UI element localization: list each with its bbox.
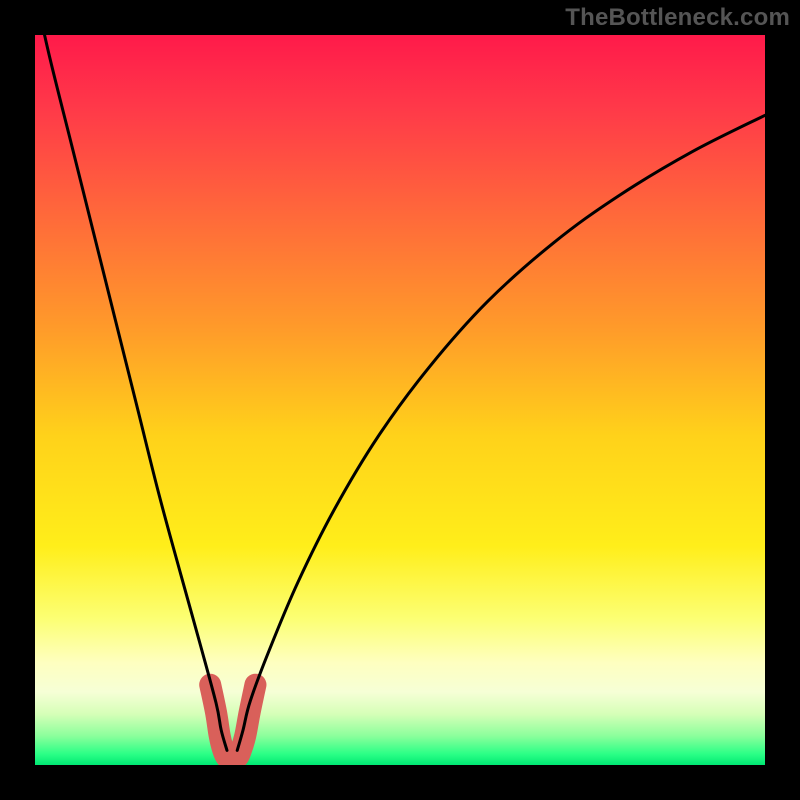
watermark-text: TheBottleneck.com bbox=[565, 4, 790, 32]
chart-container: TheBottleneck.com bbox=[0, 0, 800, 800]
bottleneck-chart bbox=[0, 0, 800, 800]
gradient-background bbox=[35, 35, 765, 765]
